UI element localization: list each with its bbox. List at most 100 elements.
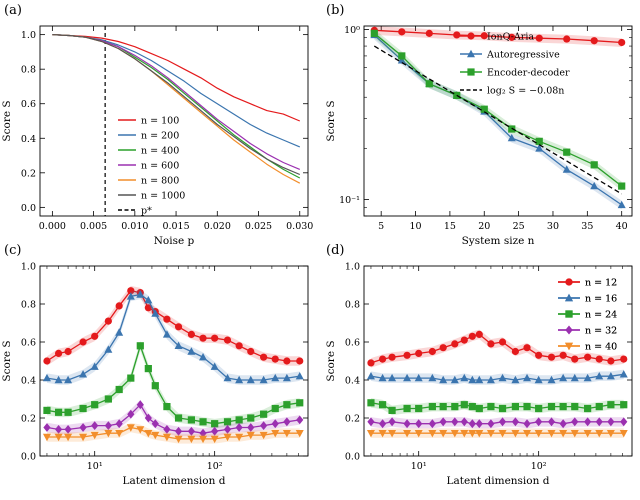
axis-ticks: 10¹ 10² 0.0 0.2 0.4 0.6 0.8 1.0 — [21, 262, 309, 472]
data-point — [439, 430, 448, 438]
y-tick-label: 0.2 — [345, 414, 360, 425]
data-point — [271, 419, 279, 429]
legend: IonQ-Aria Autoregressive Encoder-decoder lo… — [460, 32, 570, 97]
data-point — [366, 430, 375, 438]
data-point — [460, 401, 468, 409]
data-point — [607, 417, 615, 427]
data-point — [439, 417, 447, 427]
x-axis-label: Latent dimension d — [123, 475, 226, 487]
data-point — [523, 430, 532, 438]
data-point — [187, 347, 196, 355]
data-point — [187, 330, 196, 338]
series-log₂ S = −0.08n — [373, 45, 623, 195]
series-line — [373, 32, 623, 187]
data-point — [388, 417, 396, 427]
series-n = 1000 — [52, 34, 301, 176]
data-point — [162, 330, 171, 338]
x-tick-label: 0.005 — [80, 221, 107, 232]
data-point — [439, 375, 448, 384]
data-point — [187, 416, 196, 424]
series-n = 12 — [43, 285, 304, 366]
series-n = 24 — [367, 398, 628, 416]
data-point — [607, 401, 615, 409]
data-point — [136, 290, 145, 298]
x-tick-label: 0.000 — [39, 221, 66, 232]
data-point — [460, 430, 469, 438]
x-tick-label: 10 — [409, 221, 421, 232]
data-point — [79, 404, 87, 413]
data-point — [535, 417, 543, 427]
plot-frame — [363, 265, 633, 457]
legend-marker — [467, 32, 475, 40]
legend-label: n = 1000 — [141, 191, 185, 202]
data-point — [498, 373, 507, 382]
data-point — [535, 404, 543, 413]
data-point — [151, 431, 160, 440]
data-point — [570, 430, 579, 438]
data-point — [104, 395, 112, 403]
legend-label: n = 40 — [585, 342, 617, 353]
y-tick-label: 0.6 — [21, 99, 36, 110]
series-error-band — [47, 285, 300, 366]
panel-a: (a) 0.000 0.005 0.010 0.015 0.020 0.025 0.0300… — [1, 3, 313, 247]
data-point — [104, 430, 113, 438]
series-line — [373, 45, 623, 195]
series-n = 16 — [366, 369, 628, 385]
legend-label: n = 32 — [585, 326, 617, 337]
data-point — [607, 357, 615, 365]
data-point — [235, 375, 244, 384]
data-point — [571, 403, 579, 411]
data-point — [136, 342, 144, 350]
y-tick-label: 0.8 — [21, 65, 36, 76]
data-point — [43, 406, 51, 414]
series-line — [52, 34, 301, 176]
data-point — [54, 408, 63, 416]
legend-marker — [565, 310, 573, 318]
data-point — [370, 29, 378, 37]
y-tick-label: 0.0 — [21, 452, 36, 463]
data-point — [235, 342, 243, 350]
legend-label: n = 200 — [141, 131, 179, 142]
x-tick-label: 10² — [531, 461, 547, 472]
data-point — [468, 332, 476, 340]
data-point — [559, 403, 567, 411]
legend-label: n = 24 — [585, 310, 617, 321]
y-tick-label: 10⁻¹ — [339, 195, 360, 206]
data-point — [403, 373, 412, 382]
data-point — [64, 433, 73, 442]
legend-marker — [565, 342, 573, 351]
data-point — [487, 419, 495, 429]
x-tick-label: 10¹ — [411, 461, 427, 472]
data-point — [54, 425, 63, 434]
panel-d-letter: (d) — [326, 243, 344, 258]
data-point — [428, 373, 437, 382]
data-point — [428, 430, 437, 438]
plot-frame — [39, 265, 309, 457]
data-point — [64, 425, 72, 434]
data-point — [271, 430, 280, 438]
legend-marker — [565, 278, 573, 286]
data-point — [174, 341, 183, 349]
data-point — [378, 430, 387, 438]
legend-label: n = 16 — [585, 294, 617, 305]
data-point — [475, 404, 483, 413]
x-tick-label: 10² — [207, 461, 223, 472]
panel-a-chart: 0.000 0.005 0.010 0.015 0.020 0.025 0.030 0.0 0.… — [1, 25, 313, 247]
data-point — [508, 33, 516, 41]
data-point — [590, 37, 598, 45]
panel-c-chart: 10¹ 10² 0.0 0.2 0.4 0.6 0.8 1.0 Latent dimension… — [1, 262, 617, 488]
x-axis-label: Noise p — [154, 235, 195, 247]
data-point — [571, 355, 579, 363]
data-point — [468, 403, 476, 411]
data-point — [475, 330, 483, 338]
series-n = 12 — [367, 329, 628, 368]
data-point — [606, 372, 615, 380]
data-point — [246, 375, 255, 384]
data-point — [199, 334, 207, 342]
data-point — [296, 357, 304, 365]
data-point — [480, 32, 488, 40]
data-point — [388, 373, 397, 382]
data-point — [115, 385, 123, 394]
data-point — [559, 351, 567, 359]
